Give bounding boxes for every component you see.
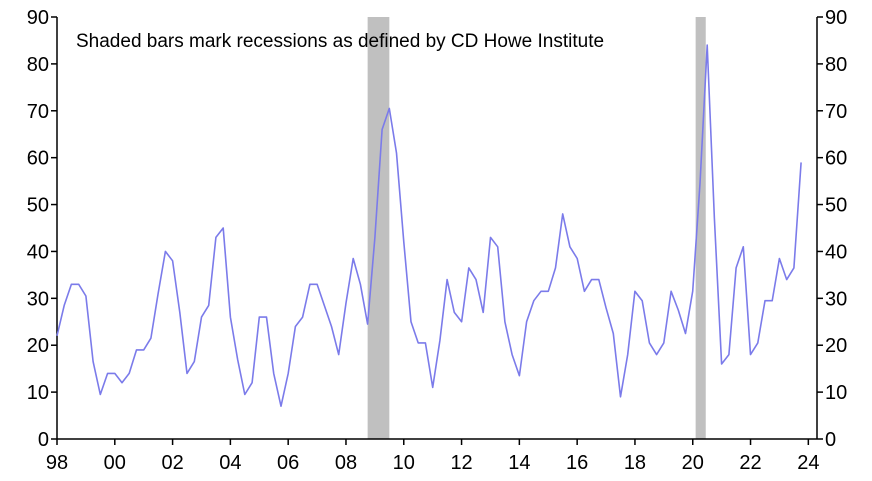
right-y-ticks: 0 10 20 30 40 50 60 70 80 90 [817, 7, 847, 451]
recession-band [367, 17, 390, 439]
x-ticks: 98 00 02 04 06 08 10 12 14 16 18 20 22 24 [46, 439, 819, 474]
left-y-tick-label: 20 [27, 335, 49, 357]
right-y-tick-label: 50 [825, 195, 847, 217]
recession-note: Shaded bars mark recessions as defined b… [76, 31, 604, 52]
left-y-tick-label: 40 [27, 241, 49, 263]
left-y-tick-label: 50 [27, 195, 49, 217]
right-y-tick-label: 0 [825, 429, 836, 451]
left-y-tick-label: 70 [27, 101, 49, 123]
x-tick-label: 00 [104, 452, 126, 474]
left-y-tick-label: 0 [38, 429, 49, 451]
right-y-tick-label: 90 [825, 7, 847, 29]
series-line [56, 44, 802, 408]
recession-bands [367, 17, 706, 439]
axes [56, 17, 818, 440]
left-y-ticks: 0 10 20 30 40 50 60 70 80 90 [27, 7, 57, 451]
x-tick-label: 18 [624, 452, 646, 474]
right-y-tick-label: 10 [825, 382, 847, 404]
right-y-tick-label: 80 [825, 54, 847, 76]
x-tick-label: 14 [508, 452, 530, 474]
x-tick-label: 16 [566, 452, 588, 474]
left-y-tick-label: 60 [27, 148, 49, 170]
x-tick-label: 12 [450, 452, 472, 474]
x-tick-label: 20 [682, 452, 704, 474]
x-tick-label: 06 [277, 452, 299, 474]
x-tick-label: 08 [335, 452, 357, 474]
x-tick-label: 02 [161, 452, 183, 474]
left-y-tick-label: 80 [27, 54, 49, 76]
right-y-tick-label: 60 [825, 148, 847, 170]
x-tick-label: 22 [739, 452, 761, 474]
right-y-tick-label: 30 [825, 288, 847, 310]
right-y-tick-label: 40 [825, 241, 847, 263]
x-tick-label: 10 [393, 452, 415, 474]
right-y-tick-label: 20 [825, 335, 847, 357]
x-tick-label: 24 [797, 452, 819, 474]
right-y-tick-label: 70 [825, 101, 847, 123]
series-group [56, 44, 802, 408]
left-y-tick-label: 90 [27, 7, 49, 29]
left-y-tick-label: 10 [27, 382, 49, 404]
recession-band [695, 17, 706, 439]
x-tick-label: 98 [46, 452, 68, 474]
left-y-tick-label: 30 [27, 288, 49, 310]
x-tick-label: 04 [219, 452, 241, 474]
